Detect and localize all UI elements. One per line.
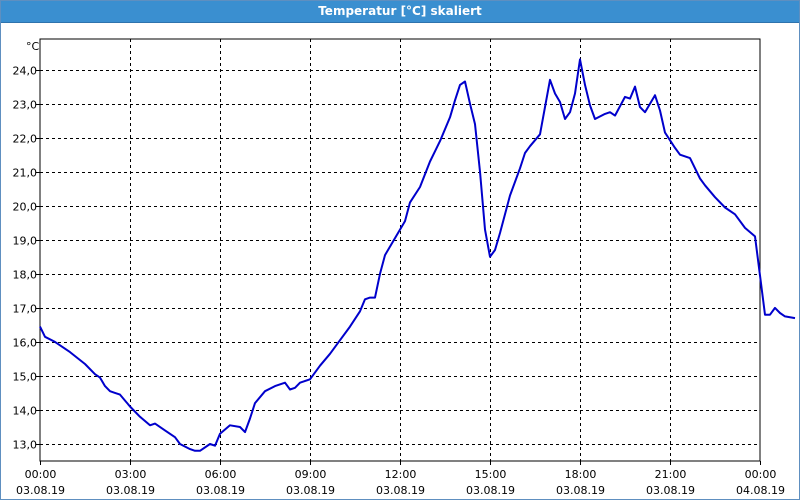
window-title: Temperatur [°C] skaliert [1,1,799,23]
temperature-series-line [39,58,796,452]
x-tick-time-label: 00:00 [25,468,57,481]
y-tick-label: 22,0 [13,133,38,146]
x-tick-time-label: 12:00 [385,468,417,481]
x-tick-date-label: 03.08.19 [556,484,605,497]
x-tick-date-label: 03.08.19 [646,484,695,497]
x-tick-time-label: 06:00 [205,468,237,481]
y-axis-unit-label: °C [26,40,40,53]
x-tick-date-label: 03.08.19 [196,484,245,497]
x-tick-time-label: 18:00 [565,468,597,481]
x-tick-date-label: 03.08.19 [286,484,335,497]
x-tick-date-label: 04.08.19 [736,484,785,497]
y-tick-label: 17,0 [13,303,38,316]
y-tick-label: 16,0 [13,337,38,350]
x-tick-time-label: 09:00 [295,468,327,481]
y-tick-label: 18,0 [13,269,38,282]
x-tick-date-label: 03.08.19 [466,484,515,497]
y-tick-label: 13,0 [13,439,38,452]
x-tick-time-label: 15:00 [475,468,507,481]
y-axis: 13,0 14,0 15,0 16,0 17,0 18,0 19,0 20,0 21,0 22,0… [13,65,40,452]
x-axis: 00:00 03.08.19 03:00 03.08.19 06:00 03.08.19 0… [16,461,785,497]
x-tick-time-label: 00:00 [745,468,777,481]
y-tick-label: 15,0 [13,371,38,384]
y-tick-label: 23,0 [13,99,38,112]
x-tick-time-label: 03:00 [115,468,147,481]
x-tick-date-label: 03.08.19 [16,484,65,497]
y-tick-label: 20,0 [13,201,38,214]
x-tick-time-label: 21:00 [655,468,687,481]
y-tick-label: 14,0 [13,405,38,418]
x-tick-date-label: 03.08.19 [376,484,425,497]
y-tick-label: 21,0 [13,167,38,180]
x-tick-date-label: 03.08.19 [106,484,155,497]
y-tick-label: 24,0 [13,65,38,78]
y-tick-label: 19,0 [13,235,38,248]
grid-lines [40,39,760,461]
temperature-chart: 13,0 14,0 15,0 16,0 17,0 18,0 19,0 20,0 21,0 22,0… [13,38,796,497]
